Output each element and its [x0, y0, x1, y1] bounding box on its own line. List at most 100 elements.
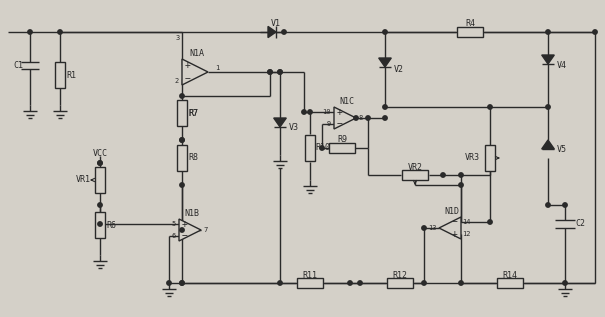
Circle shape	[302, 110, 306, 114]
Text: V3: V3	[289, 122, 299, 132]
Text: VR3: VR3	[465, 153, 480, 163]
Text: R4: R4	[465, 20, 475, 29]
Bar	[387, 278, 413, 288]
Polygon shape	[541, 55, 554, 64]
Bar	[297, 278, 323, 288]
Circle shape	[383, 116, 387, 120]
Circle shape	[180, 138, 184, 142]
Bar	[457, 27, 483, 37]
Text: C1: C1	[13, 61, 23, 69]
Bar	[177, 145, 187, 171]
Text: V2: V2	[394, 66, 404, 74]
Text: 6: 6	[172, 233, 176, 239]
Text: 7: 7	[204, 227, 208, 233]
Circle shape	[546, 203, 550, 207]
Text: R8: R8	[188, 153, 198, 163]
Circle shape	[546, 30, 550, 34]
Circle shape	[488, 220, 492, 224]
Text: R12: R12	[393, 270, 408, 280]
Circle shape	[180, 281, 184, 285]
Polygon shape	[439, 217, 461, 239]
Circle shape	[358, 281, 362, 285]
Bar	[497, 278, 523, 288]
Text: VR1: VR1	[76, 176, 91, 184]
Bar	[402, 170, 428, 180]
Circle shape	[98, 161, 102, 165]
Circle shape	[563, 281, 567, 285]
Text: C2: C2	[575, 219, 585, 229]
Bar	[95, 167, 105, 193]
Text: V4: V4	[557, 61, 567, 70]
Text: N1C: N1C	[339, 98, 355, 107]
Text: −: −	[452, 217, 458, 227]
Text: N1A: N1A	[189, 49, 204, 59]
Polygon shape	[541, 140, 554, 149]
Circle shape	[441, 173, 445, 177]
Text: −: −	[185, 74, 191, 84]
Circle shape	[459, 183, 463, 187]
Circle shape	[268, 70, 272, 74]
Circle shape	[268, 70, 272, 74]
Circle shape	[98, 161, 102, 165]
Text: +: +	[182, 219, 188, 229]
Polygon shape	[182, 59, 208, 85]
Text: 14: 14	[462, 219, 470, 225]
Bar	[305, 135, 315, 161]
Polygon shape	[268, 26, 276, 38]
Circle shape	[28, 30, 32, 34]
Circle shape	[348, 281, 352, 285]
Circle shape	[282, 30, 286, 34]
Text: 12: 12	[462, 231, 470, 237]
Circle shape	[563, 203, 567, 207]
Text: VCC: VCC	[93, 148, 108, 158]
Bar	[55, 62, 65, 88]
Text: V1: V1	[271, 18, 281, 28]
Text: V5: V5	[557, 146, 567, 154]
Text: R9: R9	[337, 135, 347, 145]
Polygon shape	[273, 118, 286, 127]
Circle shape	[180, 228, 184, 232]
Text: R14: R14	[503, 270, 517, 280]
Circle shape	[383, 30, 387, 34]
Circle shape	[383, 105, 387, 109]
Text: 13: 13	[428, 225, 436, 231]
Text: 8: 8	[359, 115, 363, 121]
Circle shape	[180, 94, 184, 98]
Text: N1D: N1D	[445, 208, 460, 217]
Circle shape	[459, 281, 463, 285]
Circle shape	[308, 110, 312, 114]
Bar	[177, 100, 187, 126]
Circle shape	[366, 116, 370, 120]
Text: 2: 2	[175, 78, 179, 84]
Polygon shape	[179, 219, 201, 241]
Circle shape	[278, 70, 282, 74]
Circle shape	[422, 281, 426, 285]
Text: 9: 9	[327, 121, 331, 127]
Circle shape	[98, 203, 102, 207]
Circle shape	[180, 138, 184, 142]
Text: +: +	[452, 229, 458, 239]
Text: 1: 1	[215, 65, 219, 71]
Polygon shape	[334, 107, 356, 129]
Text: +: +	[337, 107, 343, 117]
Text: R10: R10	[315, 144, 330, 152]
Text: 5: 5	[172, 221, 176, 227]
Circle shape	[98, 222, 102, 226]
Circle shape	[278, 70, 282, 74]
Text: R7: R7	[188, 108, 198, 118]
Text: R6: R6	[106, 221, 116, 230]
Text: 3: 3	[176, 35, 180, 41]
Circle shape	[278, 281, 282, 285]
Circle shape	[593, 30, 597, 34]
Text: VR2: VR2	[408, 163, 422, 171]
Bar	[95, 212, 105, 238]
Circle shape	[58, 30, 62, 34]
Text: R11: R11	[302, 270, 318, 280]
Circle shape	[354, 116, 358, 120]
Text: 10: 10	[322, 109, 330, 115]
Circle shape	[422, 226, 426, 230]
Circle shape	[320, 146, 324, 150]
Circle shape	[459, 173, 463, 177]
Circle shape	[167, 281, 171, 285]
Circle shape	[180, 183, 184, 187]
